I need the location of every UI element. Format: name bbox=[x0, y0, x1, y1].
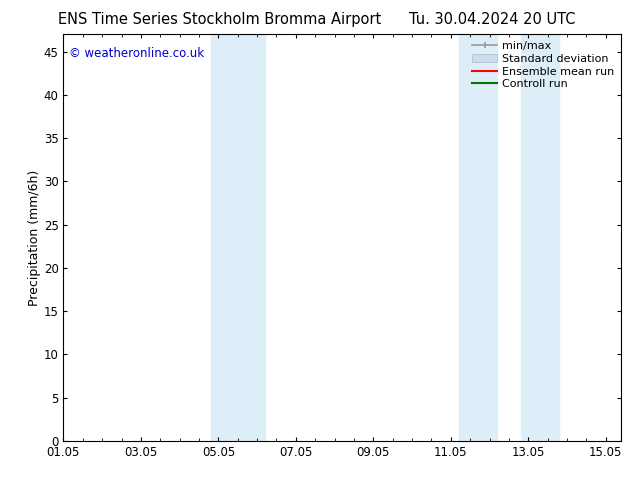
Legend: min/max, Standard deviation, Ensemble mean run, Controll run: min/max, Standard deviation, Ensemble me… bbox=[468, 37, 619, 94]
Text: © weatheronline.co.uk: © weatheronline.co.uk bbox=[69, 47, 204, 59]
Bar bbox=[458, 34, 497, 441]
Text: ENS Time Series Stockholm Bromma Airport      Tu. 30.04.2024 20 UTC: ENS Time Series Stockholm Bromma Airport… bbox=[58, 12, 576, 27]
Y-axis label: Precipitation (mm/6h): Precipitation (mm/6h) bbox=[28, 170, 41, 306]
Bar bbox=[210, 34, 265, 441]
Bar bbox=[521, 34, 559, 441]
